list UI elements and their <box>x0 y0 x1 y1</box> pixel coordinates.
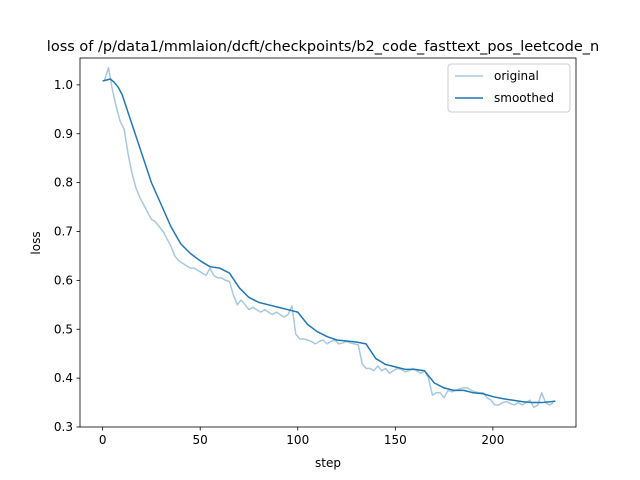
y-tick-label: 0.4 <box>54 371 73 385</box>
legend-label-original: original <box>494 69 539 83</box>
legend: original smoothed <box>447 63 571 113</box>
plot-lines <box>102 67 556 409</box>
x-tick-label: 200 <box>481 433 504 447</box>
y-tick-label: 0.3 <box>54 420 73 434</box>
axes-frame <box>79 57 577 428</box>
y-axis-label: loss <box>29 231 43 254</box>
y-axis-ticks: 0.3 0.4 0.5 0.6 0.7 0.8 0.9 1.0 <box>54 78 80 434</box>
y-tick-label: 0.5 <box>54 322 73 336</box>
x-tick-label: 50 <box>193 433 208 447</box>
chart-title: loss of /p/data1/mmlaion/dcft/checkpoint… <box>47 39 599 55</box>
y-tick-label: 1.0 <box>54 78 73 92</box>
series-line-smoothed <box>102 78 556 404</box>
series-line-original <box>103 67 554 409</box>
y-tick-label: 0.7 <box>54 225 73 239</box>
x-tick-label: 150 <box>384 433 407 447</box>
y-tick-label: 0.6 <box>54 273 73 287</box>
x-axis-label: step <box>315 456 341 470</box>
x-tick-label: 0 <box>99 433 107 447</box>
x-tick-label: 100 <box>286 433 309 447</box>
y-tick-label: 0.8 <box>54 176 73 190</box>
x-axis-ticks: 0 50 100 150 200 <box>99 427 504 447</box>
legend-label-smoothed: smoothed <box>494 91 554 105</box>
y-tick-label: 0.9 <box>54 127 73 141</box>
